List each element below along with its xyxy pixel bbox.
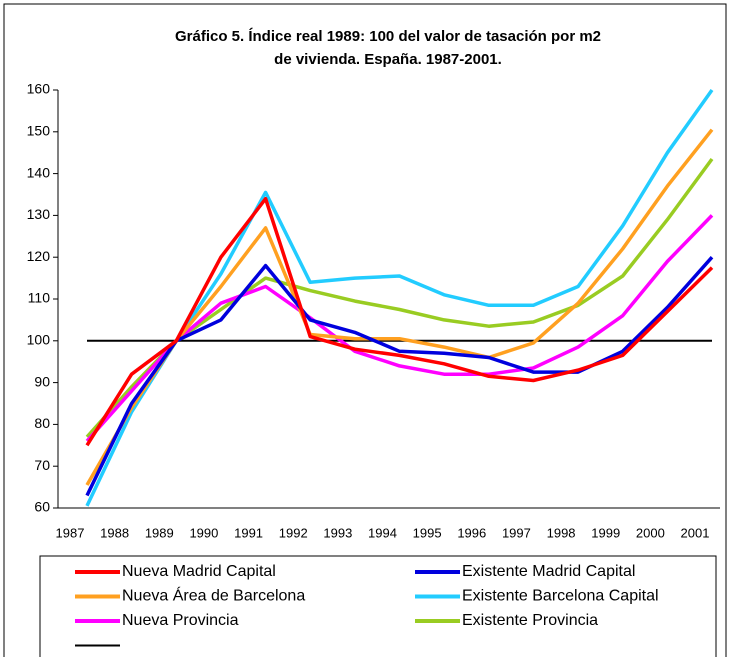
series-line [85,214,714,443]
legend-label: Existente Barcelona Capital [462,588,659,605]
x-tick-label: 1990 [189,525,218,540]
x-tick-label: 2000 [636,525,665,540]
legend-label: Nueva Provincia [122,612,239,629]
x-tick-label: 1991 [234,525,263,540]
y-tick-label: 60 [34,499,50,515]
y-tick-label: 100 [27,332,51,348]
y-tick-label: 70 [34,457,50,473]
legend-label: Existente Provincia [462,612,598,629]
x-tick-label: 1988 [100,525,129,540]
legend-label: Existente Madrid Capital [462,563,635,580]
x-tick-label: 1993 [323,525,352,540]
x-tick-label: 1992 [279,525,308,540]
legend [39,555,717,657]
legend-label: Nueva Madrid Capital [122,563,276,580]
series-line [85,256,714,497]
series-line [85,157,714,439]
y-tick-label: 80 [34,415,50,431]
chart-frame [3,3,727,657]
chart-title: de vivienda. España. 1987-2001. [274,51,502,68]
y-tick-label: 90 [34,373,50,389]
series-line [85,88,714,507]
series-line [85,128,714,486]
chart-title: Gráfico 5. Índice real 1989: 100 del val… [175,28,601,45]
series-line [85,196,714,447]
y-tick-label: 130 [27,206,51,222]
y-tick-label: 120 [27,248,51,264]
x-tick-label: 2001 [681,525,710,540]
x-tick-label: 1989 [145,525,174,540]
x-tick-label: 1996 [457,525,486,540]
y-tick-label: 160 [27,81,51,97]
x-tick-label: 1997 [502,525,531,540]
x-tick-label: 1995 [413,525,442,540]
x-tick-label: 1994 [368,525,397,540]
y-tick-label: 110 [28,290,51,306]
x-tick-label: 1998 [547,525,576,540]
x-tick-label: 1999 [591,525,620,540]
y-tick-label: 150 [27,123,51,139]
y-tick-label: 140 [27,164,51,180]
x-tick-label: 1987 [56,525,85,540]
legend-label: Nueva Área de Barcelona [122,586,305,605]
